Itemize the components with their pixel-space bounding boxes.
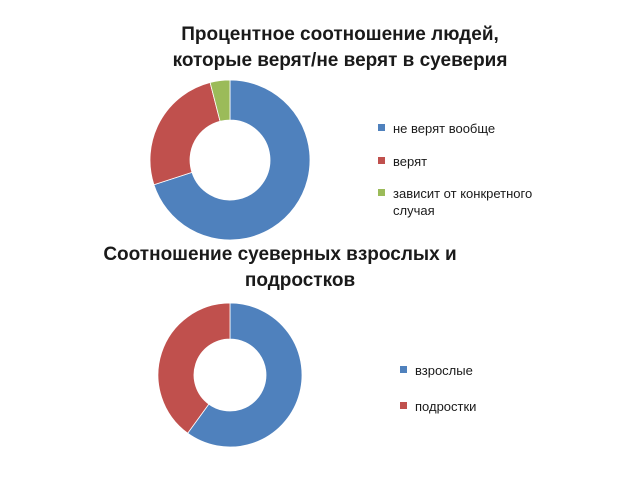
chart-2-slice-1 bbox=[157, 302, 231, 434]
chart-1-slice-0 bbox=[153, 79, 311, 241]
chart-2-title: Соотношение суеверных взрослых и подрост… bbox=[70, 242, 490, 294]
chart-1-legend-label-2-line-1: зависит от конкретного bbox=[393, 186, 533, 201]
chart-2-slice-0 bbox=[187, 302, 303, 448]
chart-2-legend-swatch-0 bbox=[400, 366, 407, 373]
chart-2-title-line-2: подростков bbox=[244, 270, 356, 291]
chart-1-slice-2 bbox=[209, 79, 231, 122]
chart-1-legend-item-0: не верят вообще bbox=[378, 120, 495, 137]
chart-1-legend-swatch-0 bbox=[378, 124, 385, 131]
chart-2-legend-swatch-1 bbox=[400, 402, 407, 409]
chart-1-legend-label-2-line-2: случая bbox=[393, 203, 435, 218]
chart-1-legend-item-1: верят bbox=[378, 153, 427, 170]
chart-1-title: Процентное соотношение людей, которые ве… bbox=[140, 22, 540, 74]
chart-1-legend-swatch-2 bbox=[378, 189, 385, 196]
chart-1-title-line-1: Процентное соотношение людей, bbox=[181, 24, 499, 45]
chart-1-slice-1 bbox=[149, 82, 221, 186]
chart-2-legend: взрослые подростки bbox=[400, 362, 550, 422]
chart-2-legend-item-0: взрослые bbox=[400, 362, 473, 379]
chart-1-legend-label-2: зависит от конкретного случая bbox=[393, 185, 563, 219]
chart-2-legend-item-1: подростки bbox=[400, 398, 476, 415]
chart-1-legend: не верят вообще верят зависит от конкрет… bbox=[378, 120, 578, 230]
chart-1-legend-item-2: зависит от конкретного случая bbox=[378, 185, 563, 219]
chart-1-donut bbox=[149, 79, 311, 241]
chart-1-legend-label-1: верят bbox=[393, 154, 428, 169]
chart-2-title-line-1: Соотношение суеверных взрослых и bbox=[103, 244, 457, 265]
chart-2-donut bbox=[157, 302, 303, 448]
chart-2-legend-label-0: взрослые bbox=[415, 363, 473, 378]
chart-1-legend-swatch-1 bbox=[378, 157, 385, 164]
chart-2-legend-label-1: подростки bbox=[415, 399, 477, 414]
chart-1-legend-label-0: не верят вообще bbox=[393, 121, 496, 136]
chart-1-title-line-2: которые верят/не верят в суеверия bbox=[172, 50, 508, 71]
